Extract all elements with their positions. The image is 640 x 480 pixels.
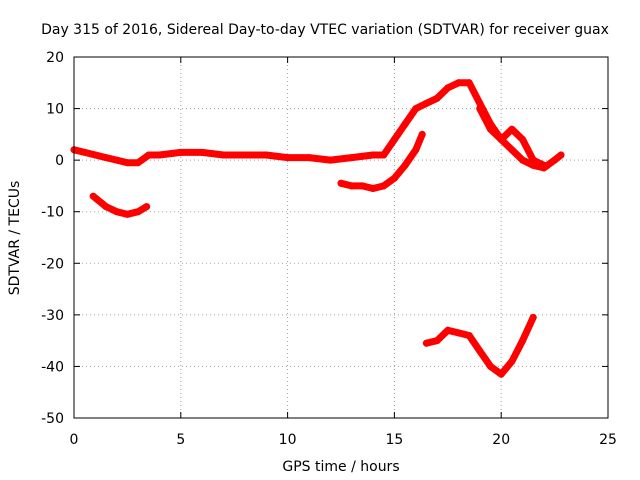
x-tick-label: 15	[385, 432, 403, 448]
x-tick-label: 5	[176, 432, 185, 448]
data-point	[487, 362, 494, 370]
data-point	[369, 151, 377, 159]
data-point	[380, 182, 388, 190]
data-point	[358, 182, 366, 190]
data-point	[412, 105, 420, 113]
data-point	[380, 151, 388, 159]
data-points	[70, 79, 565, 378]
y-tick-label: -10	[41, 205, 64, 221]
data-point	[390, 174, 398, 182]
y-tick-label: 0	[55, 153, 64, 169]
x-tick-label: 10	[279, 432, 297, 448]
data-point	[401, 161, 409, 169]
data-point	[557, 151, 565, 159]
data-point	[390, 136, 398, 143]
data-point	[284, 154, 292, 162]
data-point	[348, 182, 356, 190]
data-point	[134, 208, 142, 216]
data-point	[337, 179, 345, 187]
data-point	[123, 159, 131, 167]
data-series-track-5	[422, 313, 537, 378]
y-tick-label: -50	[41, 411, 64, 427]
data-point	[145, 151, 153, 159]
x-tick-label: 0	[70, 432, 79, 448]
data-point	[198, 148, 206, 156]
y-tick-label: -20	[41, 256, 64, 272]
data-point	[497, 370, 505, 378]
data-point	[465, 332, 473, 339]
series-trace	[337, 130, 426, 192]
data-point	[422, 99, 430, 107]
data-point	[433, 94, 441, 102]
data-point	[102, 203, 110, 211]
data-point	[508, 125, 516, 133]
y-tick-label: 20	[46, 50, 64, 66]
data-series-track-4	[337, 130, 426, 192]
data-point	[476, 105, 484, 113]
data-point	[422, 339, 430, 347]
plot-frame	[73, 56, 609, 419]
data-point	[455, 329, 462, 337]
data-point	[540, 161, 548, 169]
data-point	[508, 146, 516, 154]
data-point	[134, 159, 142, 167]
data-point	[113, 208, 121, 216]
data-point	[177, 148, 185, 156]
x-axis-label: GPS time / hours	[282, 459, 399, 475]
series-trace	[422, 313, 537, 378]
data-point	[143, 203, 151, 211]
data-point	[529, 156, 537, 164]
data-point	[102, 154, 110, 162]
data-point	[113, 156, 121, 164]
data-point	[433, 337, 441, 345]
data-point	[418, 130, 426, 138]
data-point	[465, 79, 473, 87]
data-point	[155, 151, 163, 159]
data-point	[487, 125, 494, 133]
chart-title: Day 315 of 2016, Sidereal Day-to-day VTE…	[41, 22, 609, 38]
data-point	[81, 148, 89, 156]
y-tick-label: -30	[41, 308, 64, 324]
data-point	[241, 151, 249, 159]
x-tick-label: 20	[492, 432, 510, 448]
data-series-track-3	[89, 192, 151, 218]
data-point	[519, 136, 527, 143]
data-point	[455, 79, 462, 87]
data-point	[123, 210, 131, 218]
data-point	[497, 136, 505, 143]
data-point	[326, 156, 334, 164]
data-point	[529, 313, 537, 321]
data-point	[89, 192, 97, 200]
data-point	[444, 84, 452, 92]
axis-ticks: 0 5 10 15 20 25 20 10 0 -10 -20 -30 -40 -50	[41, 50, 617, 448]
grid-lines	[74, 57, 608, 418]
y-tick-label: 10	[46, 102, 64, 118]
data-point	[476, 99, 484, 107]
data-point	[305, 154, 313, 162]
data-point	[476, 347, 484, 355]
data-point	[412, 146, 420, 154]
data-point	[508, 357, 516, 365]
data-point	[551, 156, 559, 164]
y-tick-label: -40	[41, 359, 64, 375]
data-series-track-2	[476, 105, 548, 169]
y-axis-label: SDTVAR / TECUs	[7, 181, 23, 296]
data-point	[519, 156, 527, 164]
data-point	[220, 151, 227, 159]
x-tick-label: 25	[599, 432, 617, 448]
data-point	[401, 120, 409, 128]
data-point	[369, 185, 377, 192]
data-point	[348, 154, 356, 162]
data-point	[519, 337, 527, 345]
data-point	[91, 151, 99, 159]
data-point	[262, 151, 270, 159]
data-point	[444, 326, 452, 334]
